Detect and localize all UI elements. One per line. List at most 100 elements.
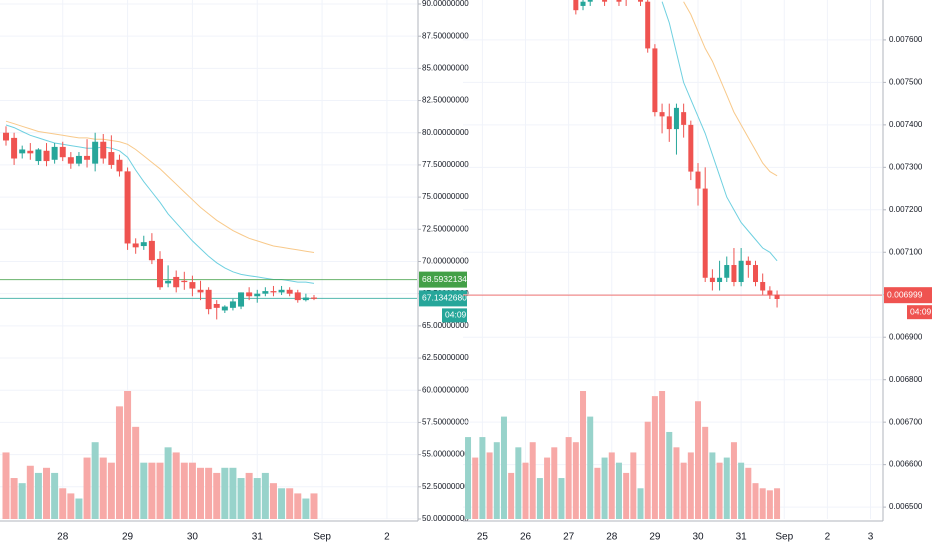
volume-bar (197, 467, 205, 519)
y-tick-label: 0.007300 (889, 162, 923, 171)
volume-bar (245, 472, 253, 519)
volume-bar (172, 452, 180, 519)
volume-bar (493, 442, 500, 519)
volume-bar (738, 462, 745, 519)
y-tick-label: 0.007600 (889, 35, 923, 44)
volume-bar (752, 483, 759, 519)
candle-body (43, 150, 50, 162)
candle-body (173, 276, 180, 288)
volume-bar (132, 426, 140, 519)
volume-bar (479, 437, 486, 519)
candle-body (116, 159, 123, 172)
volume-bar (43, 467, 51, 519)
candle-body (221, 306, 228, 311)
volume-bar (213, 472, 221, 519)
volume-bar (601, 457, 608, 519)
volume-bar (180, 462, 188, 519)
candle-body (67, 157, 74, 164)
y-tick-label: 0.006800 (889, 375, 923, 384)
volume-bar (695, 401, 702, 519)
volume-bar (253, 478, 261, 519)
y-tick-label: 0.006500 (889, 502, 923, 511)
candle-body (254, 293, 261, 297)
candle-body (35, 149, 42, 162)
x-tick-label: 31 (736, 532, 748, 543)
x-tick-label: 27 (563, 532, 575, 543)
volume-bar (229, 467, 237, 519)
volume-bar (508, 472, 515, 519)
candle-body (753, 265, 759, 283)
volume-bar (83, 457, 91, 519)
price-badge (884, 287, 932, 304)
candle-body (688, 124, 694, 172)
candle-body (286, 289, 293, 294)
volume-bar (544, 457, 551, 519)
volume-bar (18, 483, 26, 519)
y-tick-label: 75.00000000 (422, 192, 469, 201)
y-tick-label: 0.006900 (889, 332, 923, 341)
x-tick-label: 30 (692, 532, 704, 543)
candle-body (760, 282, 766, 291)
volume-bar (623, 472, 630, 519)
volume-bar (651, 396, 658, 519)
x-tick-label: 2 (384, 532, 390, 543)
candle-body (278, 289, 285, 293)
volume-bar (286, 488, 294, 519)
volume-bar (294, 493, 302, 519)
candle-body (59, 146, 66, 158)
x-tick-label: 28 (606, 532, 618, 543)
candle-body (731, 265, 737, 283)
volume-bar (680, 462, 687, 519)
volume-bar (536, 478, 543, 519)
volume-bar (310, 493, 318, 519)
candle-body (165, 280, 172, 284)
volume-bar (659, 391, 666, 519)
candle-body (310, 297, 317, 299)
countdown-label: 04:09 (445, 310, 467, 320)
candle-body (189, 282, 196, 289)
volume-bar (465, 437, 472, 519)
candle-body (124, 171, 131, 244)
candle-body (205, 289, 212, 310)
y-tick-label: 62.50000000 (422, 353, 469, 362)
volume-bar (565, 437, 572, 519)
volume-bar (515, 447, 522, 519)
candle-body (197, 289, 204, 293)
y-tick-label: 0.006600 (889, 460, 923, 469)
y-tick-label: 90.00000000 (422, 0, 469, 8)
volume-bar (529, 442, 536, 519)
candle-body (140, 242, 147, 247)
volume-bar (687, 452, 694, 519)
candle-body (27, 150, 34, 154)
x-tick-label: Sep (775, 532, 793, 543)
candle-body (92, 141, 99, 164)
volume-bar (774, 488, 781, 519)
volume-bar (759, 488, 766, 519)
candle-body (238, 292, 245, 307)
volume-bar (766, 490, 773, 519)
volume-bar (630, 452, 637, 519)
volume-bar (91, 442, 99, 519)
volume-bar (302, 498, 310, 519)
candle-body (616, 0, 622, 2)
moving-average (5, 124, 315, 284)
volume-bar (156, 462, 164, 519)
candle-body (638, 0, 644, 2)
candle-body (767, 290, 773, 295)
candle-body (148, 240, 155, 261)
volume-bar (205, 467, 213, 519)
candle-body (602, 0, 608, 2)
price-badge-label: 0.006999 (887, 289, 923, 299)
volume-bar (124, 391, 132, 519)
candle-body (702, 188, 708, 278)
volume-bar (594, 467, 601, 519)
candle-body (181, 280, 188, 283)
candle-body (573, 0, 579, 11)
volume-bar (115, 406, 123, 519)
volume-bar (148, 462, 156, 519)
candle-body (262, 291, 269, 294)
x-tick-label: 29 (649, 532, 661, 543)
countdown-badge (442, 308, 467, 323)
candle-body (645, 1, 651, 49)
